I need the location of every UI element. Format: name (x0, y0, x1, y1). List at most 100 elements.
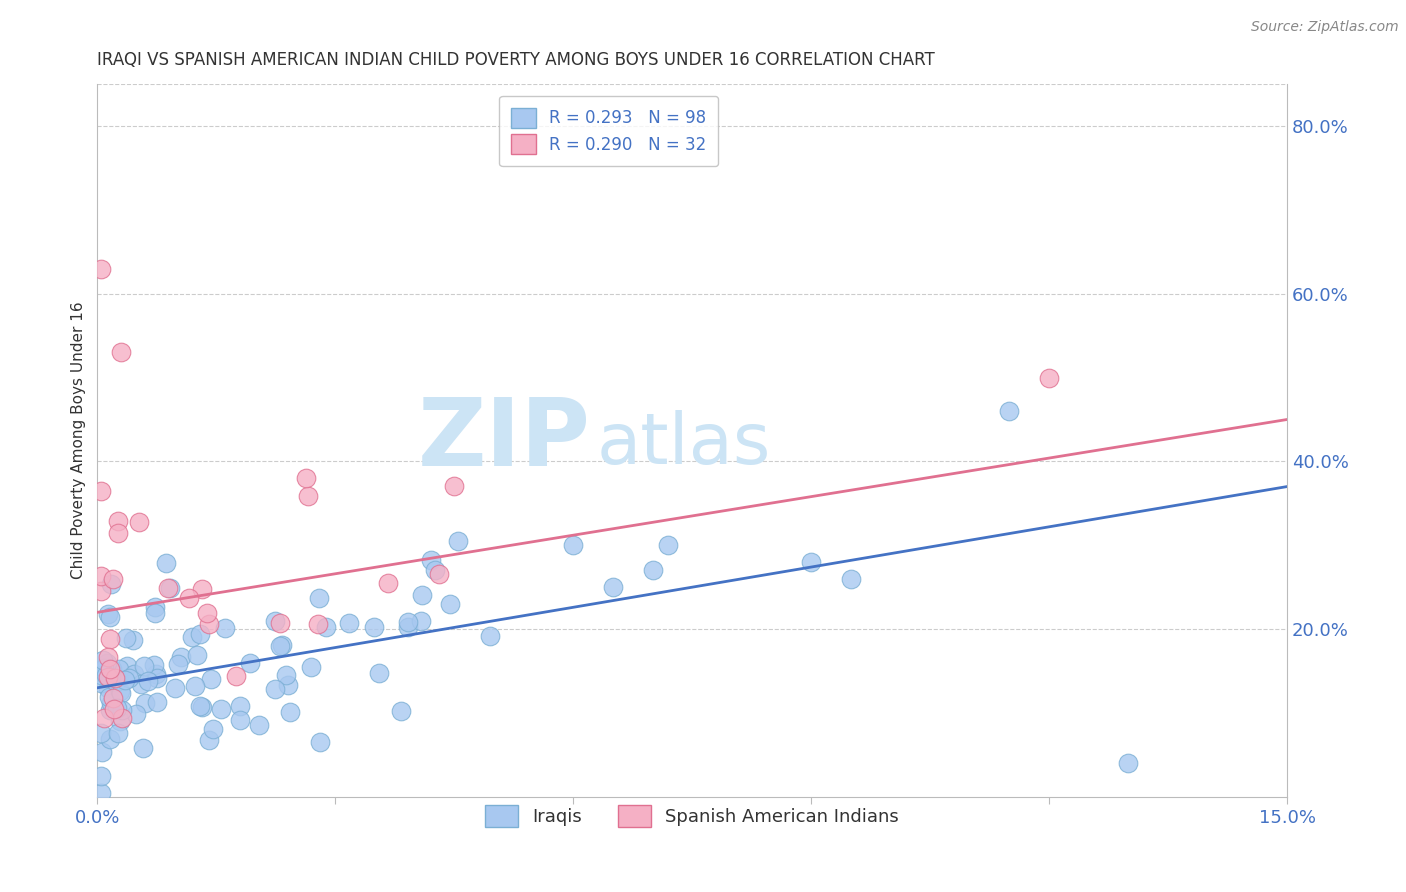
Point (202, 722, 225, 736)
Point (101, 662, 124, 676)
Point (100, 632, 122, 646)
Point (132, 740, 155, 755)
Point (110, 686, 132, 700)
Point (264, 681, 287, 696)
Text: Source: ZipAtlas.com: Source: ZipAtlas.com (1251, 20, 1399, 34)
Point (209, 702, 232, 716)
Point (602, 580, 624, 594)
Y-axis label: Child Poverty Among Boys Under 16: Child Poverty Among Boys Under 16 (72, 301, 86, 579)
Point (98, 662, 121, 676)
Point (439, 597, 461, 611)
Point (90, 726, 112, 740)
Point (191, 582, 214, 596)
Point (90, 769, 112, 783)
Point (146, 695, 169, 709)
Point (247, 718, 270, 732)
Point (308, 591, 330, 605)
Point (103, 702, 125, 716)
Point (122, 666, 145, 681)
Point (280, 705, 302, 719)
Point (277, 678, 299, 692)
Legend: Iraqis, Spanish American Indians: Iraqis, Spanish American Indians (478, 797, 907, 834)
Point (98, 702, 121, 716)
Point (103, 690, 125, 705)
Point (143, 607, 166, 621)
Point (110, 345, 132, 359)
Point (107, 726, 129, 740)
Point (108, 662, 131, 676)
Point (195, 607, 218, 621)
Point (641, 563, 664, 577)
Point (129, 677, 152, 691)
Point (111, 703, 134, 717)
Point (411, 614, 433, 628)
Point (114, 673, 136, 687)
Point (337, 616, 360, 631)
Point (90, 484, 112, 499)
Point (270, 638, 292, 652)
Point (98, 690, 121, 704)
Point (478, 629, 501, 643)
Point (107, 700, 129, 714)
Point (90, 745, 112, 759)
Point (105, 674, 128, 689)
Point (1038, 370, 1060, 384)
Point (562, 538, 585, 552)
Point (115, 659, 138, 673)
Point (98, 610, 121, 624)
Point (145, 667, 167, 681)
Point (93, 661, 115, 675)
Point (107, 526, 129, 541)
Point (214, 621, 236, 635)
Point (90, 584, 112, 599)
Point (111, 710, 134, 724)
Point (657, 538, 679, 552)
Point (132, 659, 155, 673)
Point (165, 681, 187, 696)
Text: atlas: atlas (598, 409, 772, 478)
Point (269, 616, 291, 631)
Point (225, 669, 247, 683)
Point (117, 671, 139, 685)
Point (103, 572, 125, 586)
Point (186, 648, 208, 662)
Point (100, 577, 122, 591)
Point (134, 696, 156, 710)
Point (307, 616, 329, 631)
Point (145, 671, 167, 685)
Point (228, 714, 250, 728)
Point (800, 555, 823, 569)
Point (115, 631, 138, 645)
Point (90, 786, 112, 800)
Point (107, 514, 129, 528)
Point (156, 581, 179, 595)
Point (294, 471, 316, 485)
Point (93, 711, 115, 725)
Point (998, 404, 1021, 418)
Point (96, 650, 118, 665)
Point (90, 569, 112, 583)
Point (396, 615, 419, 629)
Point (96, 656, 118, 670)
Point (191, 700, 214, 714)
Point (98, 732, 121, 747)
Point (110, 714, 132, 728)
Point (104, 671, 127, 685)
Point (420, 553, 443, 567)
Point (97, 607, 120, 621)
Point (177, 591, 200, 606)
Point (200, 672, 222, 686)
Point (239, 657, 262, 671)
Point (143, 657, 166, 672)
Point (396, 620, 419, 634)
Point (97, 681, 120, 695)
Point (90, 261, 112, 276)
Point (108, 673, 131, 687)
Point (377, 576, 399, 591)
Point (274, 668, 297, 682)
Text: IRAQI VS SPANISH AMERICAN INDIAN CHILD POVERTY AMONG BOYS UNDER 16 CORRELATION C: IRAQI VS SPANISH AMERICAN INDIAN CHILD P… (97, 51, 935, 69)
Point (447, 533, 470, 548)
Point (167, 657, 190, 671)
Point (188, 699, 211, 714)
Point (269, 639, 291, 653)
